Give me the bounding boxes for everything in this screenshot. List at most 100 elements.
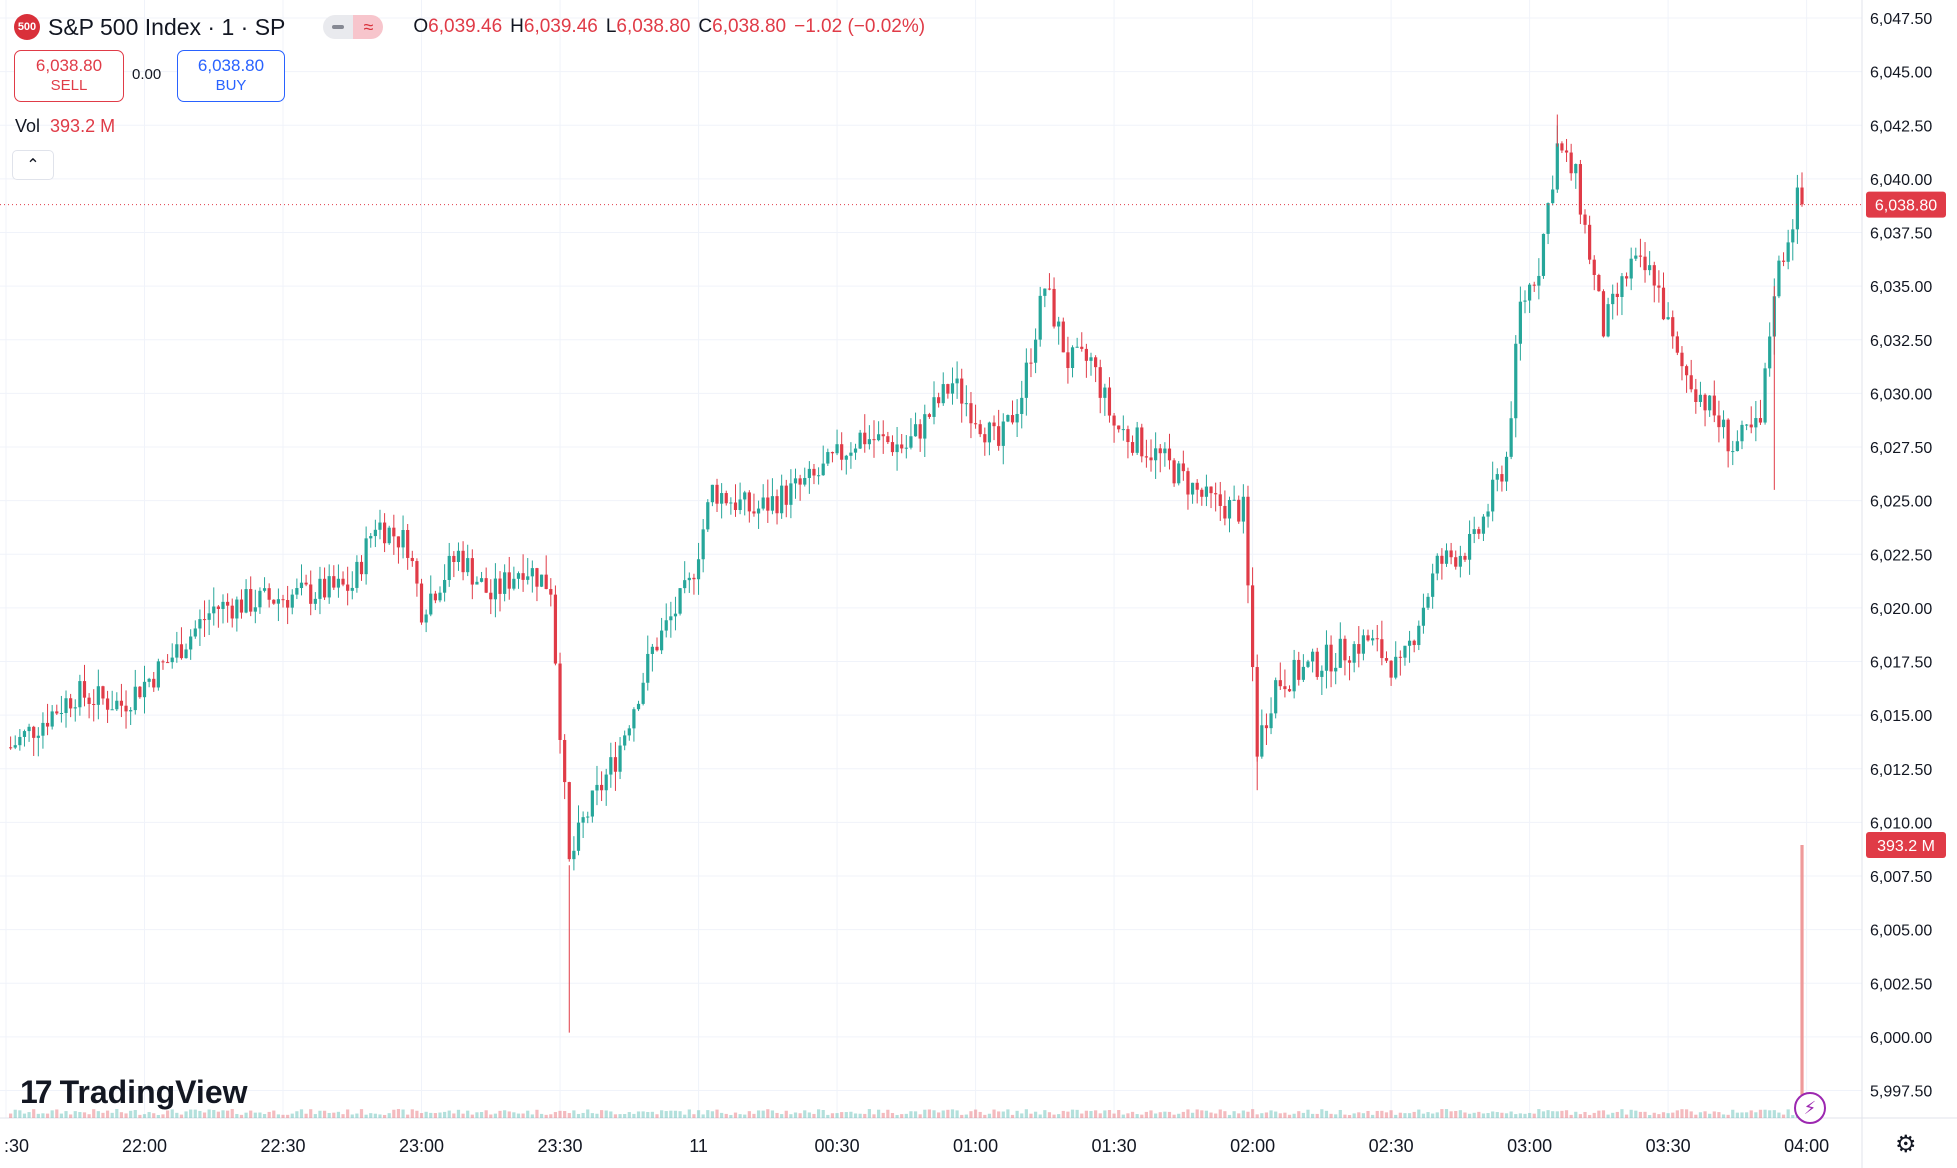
candle-body <box>1024 362 1028 398</box>
candle-body <box>1592 259 1596 275</box>
gear-icon[interactable]: ⚙ <box>1895 1131 1917 1158</box>
volume-bar <box>392 1109 396 1118</box>
volume-bar <box>226 1110 230 1118</box>
volume-bar <box>1514 1114 1518 1118</box>
volume-bar <box>1477 1111 1481 1118</box>
candle-body <box>1648 265 1652 271</box>
candle-body <box>1786 242 1790 262</box>
volume-bar <box>1551 1111 1555 1118</box>
candle-body <box>1532 284 1536 286</box>
candle-body <box>826 452 830 464</box>
candle-body <box>110 709 114 711</box>
candle-body <box>267 588 271 600</box>
candle-body <box>226 601 230 606</box>
candle-body <box>1583 214 1587 225</box>
price-tick-label: 6,000.00 <box>1870 1030 1932 1047</box>
candle-body <box>1537 275 1541 286</box>
chart-type-pill[interactable]: ≈ <box>323 15 384 39</box>
candle-body <box>355 561 359 588</box>
volume-bar <box>396 1109 401 1118</box>
candle-body <box>9 747 13 749</box>
price-tick-label: 6,020.00 <box>1870 601 1932 618</box>
symbol-badge[interactable]: 500 <box>14 14 40 40</box>
candle-body <box>1371 638 1375 641</box>
volume-bar <box>1112 1113 1116 1118</box>
volume-bar <box>793 1112 798 1118</box>
candle-body <box>756 508 761 514</box>
volume-bar <box>202 1112 207 1118</box>
volume-bar <box>152 1113 156 1118</box>
candle-body <box>32 726 36 738</box>
candle-body <box>1117 425 1121 430</box>
buy-button[interactable]: 6,038.80 BUY <box>177 50 285 102</box>
candle-body <box>1274 680 1278 714</box>
candle-body <box>715 484 719 504</box>
volume-bar <box>780 1114 784 1118</box>
volume-bar <box>1278 1113 1282 1118</box>
candle-body <box>1560 143 1564 151</box>
volume-bar <box>987 1113 992 1118</box>
candle-body <box>198 619 202 629</box>
volume-bar <box>1375 1110 1379 1118</box>
volume-bar <box>1454 1110 1458 1118</box>
volume-bar <box>950 1109 955 1118</box>
volume-bar <box>692 1114 696 1118</box>
volume-bar <box>262 1114 267 1118</box>
price-tick-label: 6,027.50 <box>1870 440 1932 457</box>
candle-body <box>69 698 73 709</box>
candle-body <box>1200 489 1204 497</box>
candle-body <box>438 592 442 601</box>
candle-body <box>309 584 313 604</box>
volume-bar <box>1481 1113 1486 1118</box>
sell-button[interactable]: 6,038.80 SELL <box>14 50 124 102</box>
volume-bar <box>1287 1114 1292 1118</box>
candle-body <box>64 698 68 714</box>
volume-bar <box>756 1110 761 1118</box>
candle-body <box>1523 300 1527 302</box>
volume-bar <box>1269 1110 1273 1118</box>
candle-body <box>1463 555 1467 560</box>
volume-bar <box>752 1113 756 1118</box>
candle-body <box>1112 415 1116 426</box>
close-key: C <box>698 16 713 37</box>
volume-bar <box>156 1114 160 1118</box>
volume-bar <box>498 1110 502 1118</box>
candle-body <box>1103 387 1107 398</box>
volume-bar <box>1144 1111 1148 1118</box>
symbol-title[interactable]: S&P 500 Index · 1 · SP <box>48 13 286 40</box>
open-key: O <box>413 16 429 37</box>
price-tick-label: 6,032.50 <box>1870 333 1932 350</box>
candle-body <box>1454 557 1458 567</box>
wave-icon[interactable]: ≈ <box>353 15 384 39</box>
legend-header: 500 S&P 500 Index · 1 · SP ≈ O6,039.46 H… <box>14 12 925 42</box>
volume-bar <box>613 1114 618 1118</box>
candle-body <box>1061 321 1065 353</box>
volume-bar <box>1504 1113 1509 1118</box>
volume-bar <box>877 1109 881 1118</box>
volume-bar <box>175 1112 179 1118</box>
candle-body <box>664 620 668 631</box>
volume-bar <box>1578 1114 1582 1118</box>
volume-label: Vol <box>15 116 41 136</box>
candle-body <box>165 662 170 664</box>
volume-bar <box>784 1110 788 1118</box>
candle-body <box>877 434 881 441</box>
volume-bar <box>803 1110 807 1118</box>
price-axis: 6,047.50 6,045.00 6,042.50 6,040.00 6,037.50… <box>1870 11 1932 1101</box>
candle-body <box>743 492 747 500</box>
minus-icon[interactable] <box>323 15 354 39</box>
chevron-up-icon[interactable]: ⌃ <box>12 150 54 180</box>
candle-body <box>789 483 793 505</box>
candle-body <box>572 850 576 860</box>
candle-body <box>170 657 174 663</box>
lightning-icon[interactable]: ⚡ <box>1794 1092 1826 1124</box>
volume-bar <box>1347 1114 1352 1118</box>
candle-body <box>1223 505 1227 519</box>
volume-bar <box>1334 1114 1338 1118</box>
volume-bar <box>466 1110 470 1118</box>
candle-body <box>78 681 82 708</box>
tradingview-logo[interactable]: 17 TradingView <box>20 1074 248 1111</box>
volume-bar <box>937 1112 941 1118</box>
volume-bar <box>221 1110 225 1118</box>
